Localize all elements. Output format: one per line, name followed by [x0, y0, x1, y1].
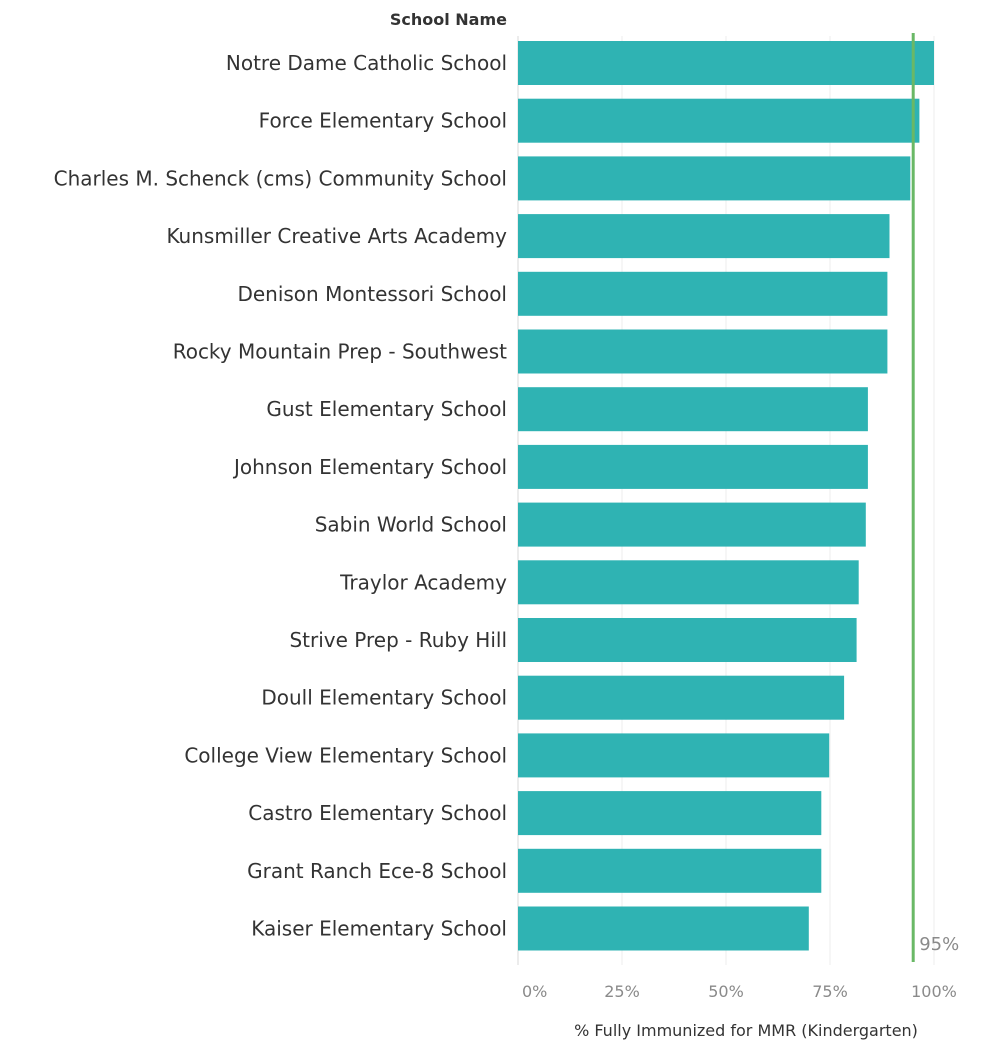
row-label: Castro Elementary School: [248, 801, 507, 825]
row-label: Rocky Mountain Prep - Southwest: [173, 340, 507, 364]
row-label: Kunsmiller Creative Arts Academy: [166, 224, 507, 248]
bar[interactable]: [518, 41, 934, 85]
bar[interactable]: [518, 329, 888, 374]
reference-line-label: 95%: [919, 934, 959, 955]
bar[interactable]: [518, 444, 868, 489]
x-axis-ticks: 0% 25% 50% 75% 100%: [522, 982, 957, 1001]
row-label: Traylor Academy: [339, 570, 507, 594]
row-label: Strive Prep - Ruby Hill: [289, 628, 507, 652]
row-label: College View Elementary School: [184, 743, 507, 767]
row-label: Force Elementary School: [259, 109, 507, 133]
row-label: Denison Montessori School: [237, 282, 507, 306]
x-tick-label: 75%: [812, 982, 848, 1001]
x-axis-title: % Fully Immunized for MMR (Kindergarten): [574, 1021, 918, 1040]
bar[interactable]: [518, 156, 911, 201]
row-label: Notre Dame Catholic School: [226, 51, 507, 75]
bar[interactable]: [518, 791, 822, 836]
row-header-label: School Name: [390, 10, 507, 29]
bar[interactable]: [518, 560, 859, 605]
x-tick-label: 100%: [911, 982, 957, 1001]
row-label: Doull Elementary School: [261, 686, 507, 710]
bar[interactable]: [518, 214, 890, 259]
row-label: Gust Elementary School: [266, 397, 507, 421]
bar[interactable]: [518, 98, 920, 143]
row-label: Sabin World School: [315, 513, 507, 537]
bar[interactable]: [518, 906, 809, 951]
reference-line-group: 95%: [911, 33, 959, 962]
row-labels: Notre Dame Catholic School Force Elementa…: [54, 51, 508, 941]
bar[interactable]: [518, 271, 888, 316]
bar[interactable]: [518, 618, 857, 662]
row-label: Charles M. Schenck (cms) Community Schoo…: [54, 166, 507, 190]
x-tick-label: 0%: [522, 982, 547, 1001]
bars: [518, 41, 934, 951]
bar[interactable]: [518, 675, 845, 720]
bar[interactable]: [518, 502, 866, 547]
bar[interactable]: [518, 848, 822, 893]
row-label: Grant Ranch Ece-8 School: [247, 859, 507, 883]
row-label: Johnson Elementary School: [232, 455, 507, 479]
bar[interactable]: [518, 733, 830, 778]
x-tick-label: 50%: [708, 982, 744, 1001]
row-label: Kaiser Elementary School: [251, 917, 507, 941]
bar[interactable]: [518, 387, 868, 432]
x-tick-label: 25%: [604, 982, 640, 1001]
